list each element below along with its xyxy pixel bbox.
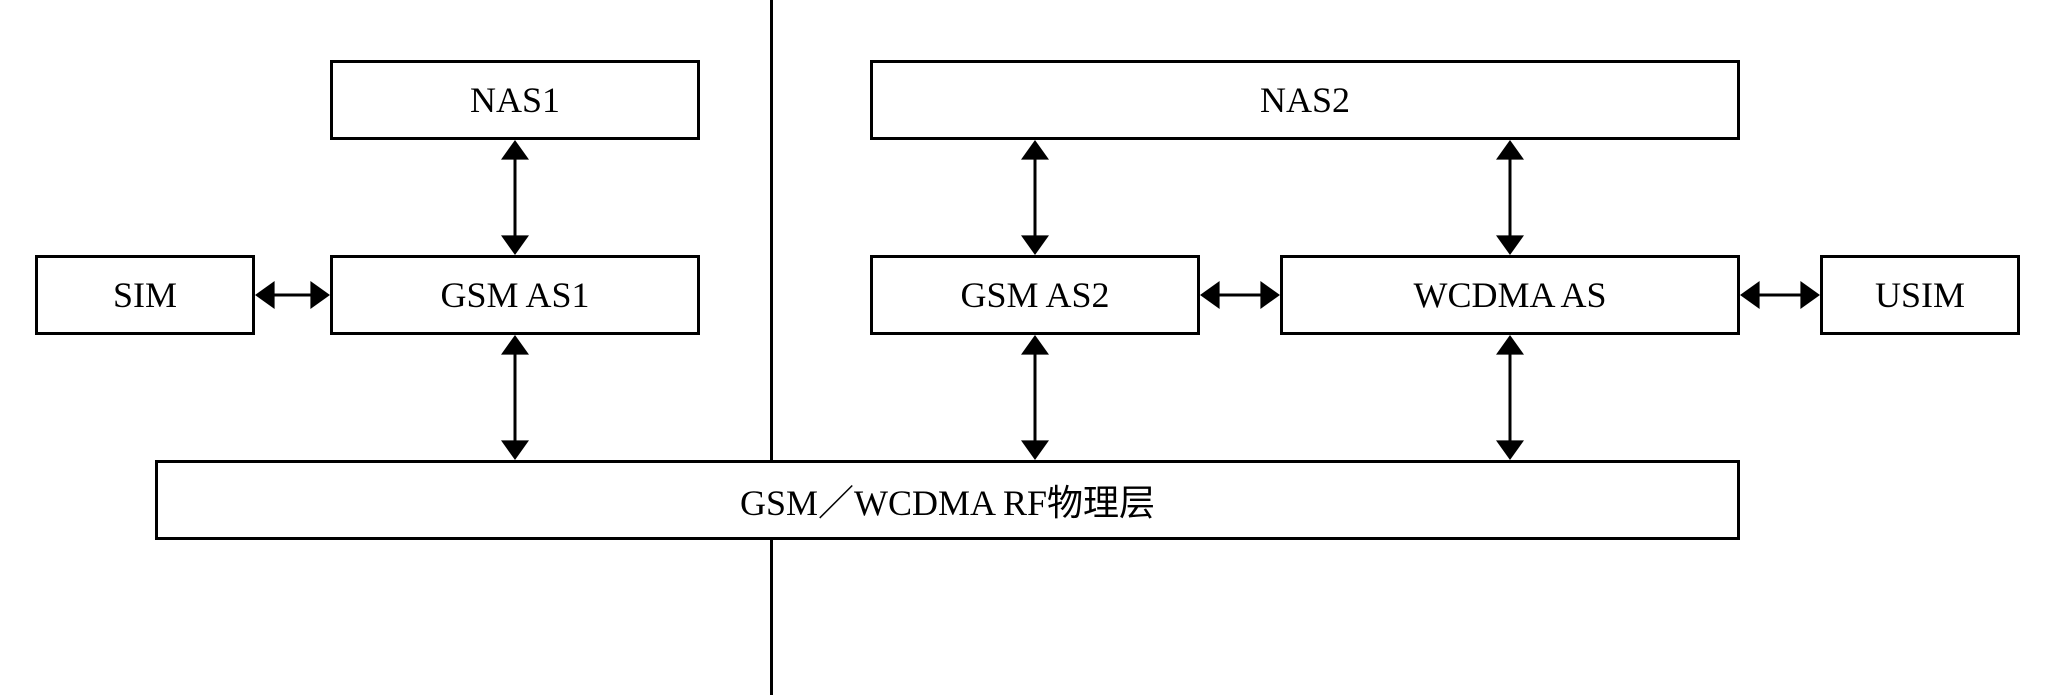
connector-layer	[0, 0, 2050, 695]
arrowhead-icon	[1496, 140, 1524, 160]
arrowhead-icon	[1496, 335, 1524, 355]
arrowhead-icon	[1021, 235, 1049, 255]
arrowhead-icon	[1021, 440, 1049, 460]
arrowhead-icon	[1021, 140, 1049, 160]
arrowhead-icon	[1496, 440, 1524, 460]
arrowhead-icon	[1800, 281, 1820, 309]
arrowhead-icon	[1496, 235, 1524, 255]
arrowhead-icon	[501, 235, 529, 255]
arrowhead-icon	[1200, 281, 1220, 309]
arrowhead-icon	[1260, 281, 1280, 309]
arrowhead-icon	[310, 281, 330, 309]
arrowhead-icon	[501, 140, 529, 160]
arrowhead-icon	[501, 335, 529, 355]
arrowhead-icon	[255, 281, 275, 309]
arrowhead-icon	[501, 440, 529, 460]
arrowhead-icon	[1740, 281, 1760, 309]
arrowhead-icon	[1021, 335, 1049, 355]
